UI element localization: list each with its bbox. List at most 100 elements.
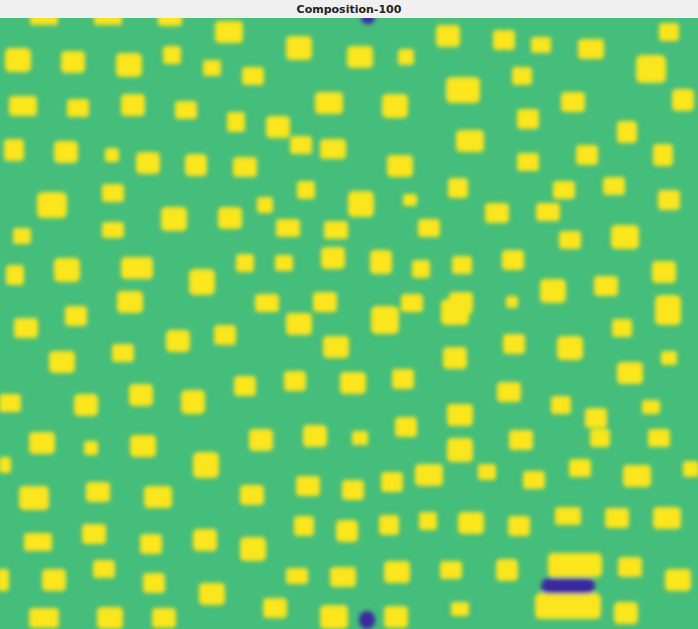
cell (29, 608, 59, 628)
cell (163, 46, 181, 64)
cell (557, 336, 583, 360)
cell (551, 396, 571, 414)
cell (330, 567, 356, 587)
cell (371, 306, 399, 334)
cell (576, 145, 598, 165)
cell (236, 254, 254, 272)
cell (94, 18, 122, 25)
cell (37, 192, 67, 218)
cell (193, 452, 219, 478)
cell (387, 155, 413, 177)
cell (548, 553, 602, 577)
chart: Composition-100 (0, 0, 698, 629)
cell (0, 394, 21, 412)
cell (6, 265, 24, 285)
cell (436, 25, 460, 47)
cell (249, 429, 273, 451)
cell (130, 435, 156, 457)
cell (653, 507, 681, 529)
cell (401, 294, 423, 312)
cell (166, 330, 190, 352)
cell (535, 593, 601, 619)
cell (286, 313, 312, 335)
cell (42, 569, 66, 591)
cell (392, 369, 414, 389)
cell (672, 89, 694, 111)
title-bar (0, 0, 698, 18)
cell (540, 279, 566, 303)
cell (61, 51, 85, 73)
cell (181, 390, 205, 414)
cell (93, 560, 115, 578)
cell (97, 607, 123, 629)
cell (323, 336, 349, 358)
cell (611, 225, 639, 249)
cell (555, 507, 581, 525)
cell (395, 417, 417, 437)
cell (112, 344, 134, 362)
cell (605, 508, 629, 528)
cell (116, 53, 142, 77)
cell (67, 99, 89, 117)
cell (143, 573, 165, 593)
cell (517, 109, 539, 129)
cell (370, 250, 392, 274)
cell (14, 318, 38, 338)
cell (352, 431, 368, 445)
cell (642, 400, 660, 414)
cell (456, 130, 484, 152)
cell (617, 362, 643, 384)
cell (384, 561, 410, 583)
cell (4, 139, 24, 161)
cell (665, 569, 691, 591)
cell (136, 152, 160, 174)
cell (233, 157, 257, 177)
cell (440, 561, 462, 579)
cell (234, 376, 256, 396)
cell (384, 606, 408, 628)
cell (65, 306, 87, 326)
cell (594, 276, 618, 296)
cell (286, 568, 308, 584)
cell (585, 408, 607, 428)
cell (284, 371, 306, 391)
cell (189, 269, 215, 295)
cell (658, 190, 680, 210)
cell (320, 139, 346, 159)
cell (24, 533, 52, 551)
cell (419, 512, 437, 530)
cell (415, 464, 443, 486)
cell (242, 67, 264, 85)
cells (0, 18, 698, 629)
cell (86, 482, 110, 502)
cell (161, 207, 187, 231)
cell (193, 529, 217, 551)
cell (497, 382, 521, 402)
cell (496, 559, 518, 581)
cell (294, 516, 314, 536)
cell (478, 464, 496, 480)
cell (512, 67, 532, 85)
cell (175, 101, 197, 119)
cell (485, 203, 509, 223)
cell (509, 430, 533, 450)
cell (215, 21, 243, 43)
cell (502, 250, 524, 270)
cell (493, 30, 515, 50)
cell (296, 476, 320, 496)
cell (49, 351, 75, 373)
cell (603, 177, 625, 195)
cell (240, 537, 266, 561)
cell (144, 486, 172, 508)
cell (359, 611, 375, 629)
cell (347, 46, 373, 68)
cell (361, 18, 375, 24)
cell (578, 39, 604, 59)
cell (303, 425, 327, 447)
cell (652, 261, 676, 283)
cell (418, 219, 440, 237)
cell (451, 602, 469, 616)
cell (553, 181, 575, 199)
cell (559, 231, 581, 249)
cell (379, 515, 399, 535)
